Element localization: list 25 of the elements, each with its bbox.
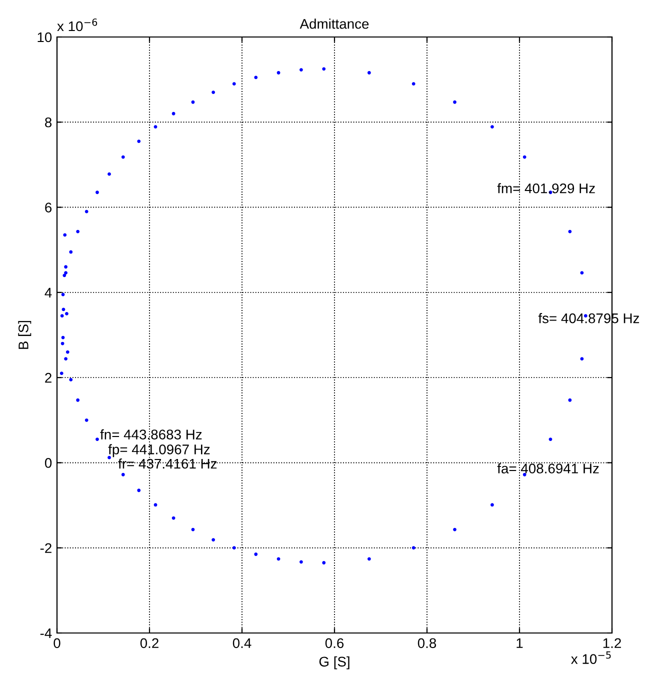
y-tick-label: -2	[40, 543, 52, 553]
annotation: fp= 441.0967 Hz	[108, 444, 210, 458]
y-tick-label: 4	[44, 288, 52, 298]
x-tick-label: 0.6	[325, 638, 344, 648]
annotation: fm= 401.929 Hz	[497, 183, 595, 194]
y-tick-label: 6	[45, 202, 52, 212]
y-axis-title: B [S]	[18, 320, 32, 349]
x-axis-title: G [S]	[319, 656, 350, 670]
annotation: fr= 437.4161 Hz	[118, 458, 217, 469]
annotation: fa= 408.6941 Hz	[497, 463, 599, 474]
annotation: fn= 443.8683 Hz	[100, 429, 202, 440]
x-tick-label: 1.2	[603, 638, 621, 648]
x-tick-label: 0	[54, 638, 60, 648]
y-tick-label: -4	[40, 628, 52, 638]
text: x 10$^{−5}$	[571, 651, 611, 664]
text: x 10$^{−6}$	[57, 18, 98, 32]
y-tick-label: 0	[44, 458, 52, 468]
x-tick-label: 0.4	[232, 638, 252, 648]
y-tick-label: 8	[45, 117, 52, 128]
chart-title: Admittance	[300, 18, 369, 29]
y-tick-label: 10	[38, 32, 52, 42]
y-tick-label: 2	[45, 372, 52, 383]
x-tick-label: 0.2	[140, 638, 158, 648]
x-tick-label: 1	[516, 638, 523, 648]
x-tick-label: 0.8	[418, 638, 436, 648]
